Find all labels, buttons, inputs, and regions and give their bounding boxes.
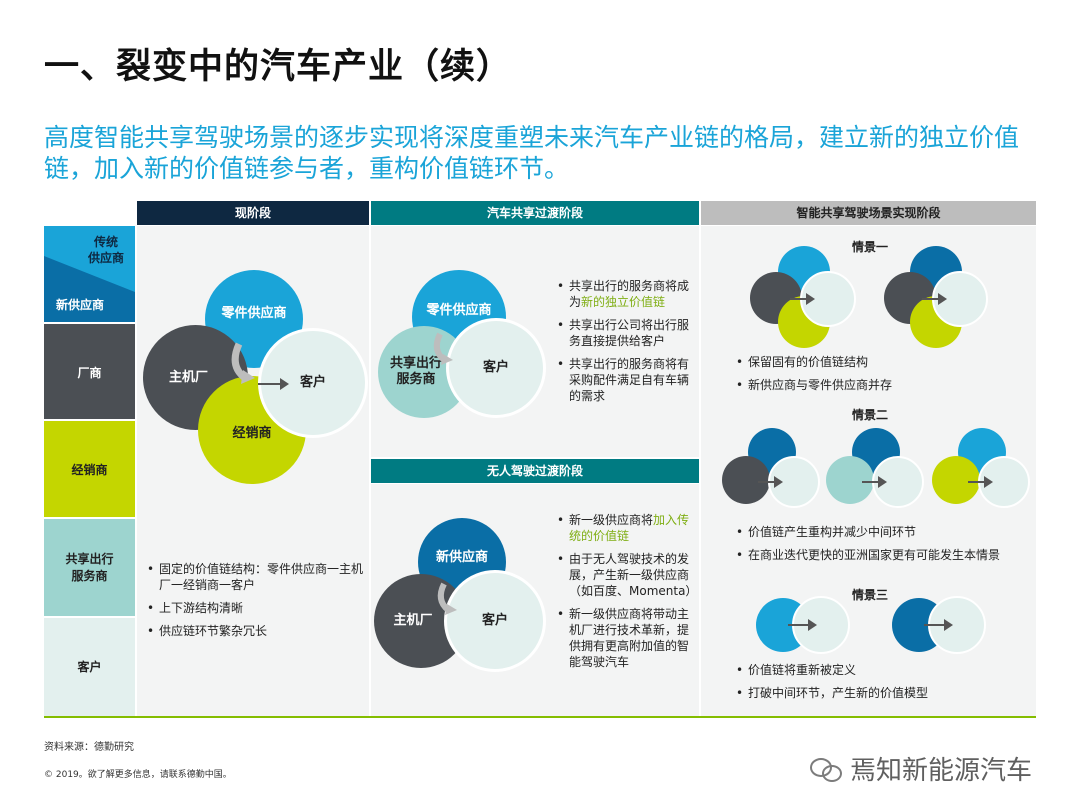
legend-customer-label: 客户: [77, 660, 102, 674]
watermark-text: 焉知新能源汽车: [850, 756, 1033, 786]
list-item: 新一级供应商将加入传统的价值链: [555, 512, 695, 544]
curved-arrow-icon: [437, 582, 457, 615]
page-subtitle: 高度智能共享驾驶场景的逐步实现将深度重塑未来汽车产业链的格局，建立新的独立价值链…: [44, 123, 1020, 183]
list-item: 价值链产生重构并减少中间环节: [734, 524, 1034, 540]
wechat-icon: [810, 756, 844, 782]
arrow-right-icon: [862, 476, 887, 488]
header-current-stage: 现阶段: [137, 201, 369, 225]
list-item: 共享出行公司将出行服务直接提供给客户: [555, 317, 695, 349]
copyright-note: © 2019。欲了解更多信息，请联系德勤中国。: [44, 770, 232, 780]
scenario-3-title: 情景三: [851, 588, 888, 602]
legend-sharing-provider-label: 共享出行 服务商: [65, 552, 114, 583]
list-item: 新一级供应商将带动主机厂进行技术革新，提供拥有更高附加值的智能驾驶汽车: [555, 606, 695, 670]
list-item: 保留固有的价值链结构: [734, 354, 1034, 370]
curved-arrow-icon: [433, 332, 453, 365]
legend-oem-block: [44, 324, 135, 419]
circle-customer: 客户: [446, 318, 546, 418]
legend-sharing-provider-block: [44, 519, 135, 616]
circle-oem: 主机厂: [374, 574, 468, 668]
circle-dealer: [932, 456, 980, 504]
list-item: 供应链环节繁杂冗长: [145, 623, 365, 639]
arrow-right-icon: [758, 476, 783, 488]
legend-traditional-supplier-label: 传统 供应商: [87, 235, 124, 265]
scenario-2-bullets: 价值链产生重构并减少中间环节 在商业迭代更快的亚洲国家更有可能发生本情景: [734, 524, 1034, 570]
header-smart-stage: 智能共享驾驶场景实现阶段: [701, 201, 1036, 225]
circle-customer: 客户: [444, 570, 546, 672]
arrow-right-icon: [258, 378, 289, 390]
list-item: 由于无人驾驶技术的发展，产生新一级供应商（如百度、Momenta）: [555, 551, 697, 599]
list-item: 固定的价值链结构：零件供应商一主机厂一经销商一客户: [145, 561, 365, 593]
page-title: 一、裂变中的汽车产业（续）: [44, 47, 513, 87]
circle-oem: [722, 456, 770, 504]
scenario-1-title: 情景一: [851, 240, 888, 254]
scenario-2-title: 情景二: [851, 408, 888, 422]
arrow-right-icon: [968, 476, 993, 488]
arrow-right-icon: [924, 619, 953, 631]
list-item: 上下游结构清晰: [145, 600, 365, 616]
list-item: 打破中间环节，产生新的价值模型: [734, 685, 1034, 701]
legend-traditional-supplier-shape: [44, 226, 135, 292]
list-item: 共享出行的服务商将有采购配件满足自有车辆的需求: [555, 356, 695, 404]
legend-new-supplier-label: 新供应商: [55, 298, 104, 312]
arrow-right-icon: [790, 293, 815, 305]
header-sharing-stage: 汽车共享过渡阶段: [371, 201, 699, 225]
list-item: 价值链将重新被定义: [734, 662, 1034, 678]
bottom-divider: [44, 716, 1036, 718]
circle-sharing-provider: 共享出行 服务商: [378, 326, 470, 418]
scenario-1-bullets: 保留固有的价值链结构 新供应商与零件供应商并存: [734, 354, 1034, 400]
circle-customer: [800, 271, 856, 327]
legend-dealer-label: 经销商: [71, 463, 108, 477]
sharing-stage-bullets: 共享出行的服务商将成为新的独立价值链 共享出行公司将出行服务直接提供给客户 共享…: [555, 278, 695, 411]
list-item: 新供应商与零件供应商并存: [734, 377, 1034, 393]
curved-arrow-icon: [231, 342, 255, 384]
circle-customer: [768, 456, 820, 508]
autonomous-stage-bullets: 新一级供应商将加入传统的价值链 由于无人驾驶技术的发展，产生新一级供应商（如百度…: [555, 512, 697, 677]
list-item: 共享出行的服务商将成为新的独立价值链: [555, 278, 695, 310]
legend-oem-label: 厂商: [77, 366, 102, 380]
arrow-right-icon: [922, 293, 947, 305]
circle-sharing-provider: [826, 456, 874, 504]
arrow-right-icon: [788, 619, 817, 631]
legend-dealer-block: [44, 421, 135, 517]
list-item: 在商业迭代更快的亚洲国家更有可能发生本情景: [734, 547, 1008, 563]
scenario-3-bullets: 价值链将重新被定义 打破中间环节，产生新的价值模型: [734, 662, 1034, 708]
legend-customer-block: [44, 618, 135, 716]
circle-customer: [928, 596, 986, 654]
current-stage-bullets: 固定的价值链结构：零件供应商一主机厂一经销商一客户 上下游结构清晰 供应链环节繁…: [145, 561, 365, 646]
source-note: 资料来源：德勤研究: [44, 742, 134, 753]
header-autonomous-stage: 无人驾驶过渡阶段: [371, 459, 699, 483]
watermark: 焉知新能源汽车: [810, 750, 1032, 787]
